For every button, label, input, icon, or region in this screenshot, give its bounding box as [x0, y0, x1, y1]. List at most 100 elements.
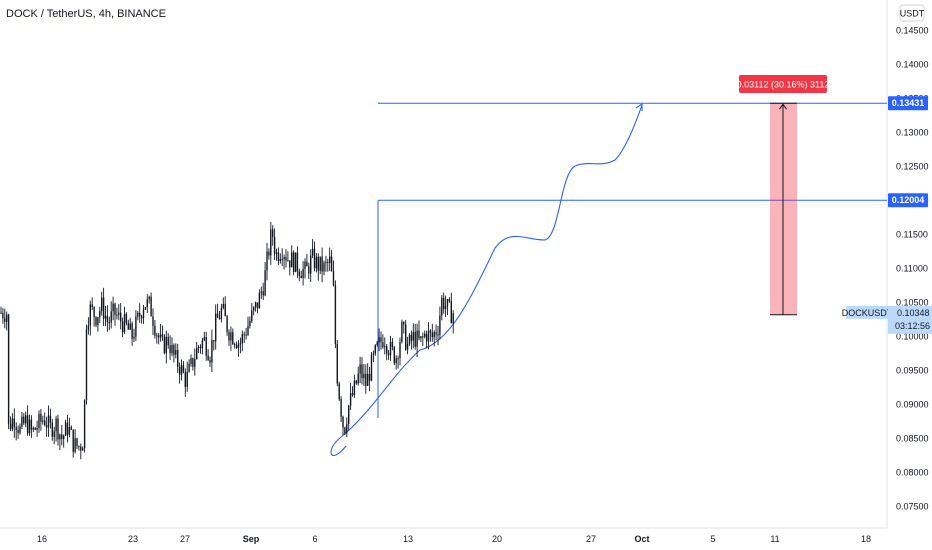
candle-body [83, 400, 86, 449]
candle-body [114, 303, 116, 316]
candle-body [25, 415, 27, 424]
time-axis[interactable]: 16 23 27 Sep 6 13 20 27 Oct 5 11 18 [37, 534, 871, 544]
candle-body [142, 309, 145, 319]
candle-body [313, 248, 316, 269]
candle-body [253, 307, 255, 311]
candle-body [262, 291, 264, 296]
y-tick-label: 0.11000 [896, 264, 928, 274]
candle-body [63, 435, 65, 439]
candle-body [258, 292, 261, 309]
candle-body [422, 336, 424, 338]
candle-body [120, 312, 122, 322]
candle-body [55, 418, 57, 432]
candle-body [6, 314, 8, 322]
candle-body [4, 318, 6, 322]
candle-body [452, 313, 454, 324]
candle-body [95, 317, 97, 326]
candle-body [178, 366, 181, 375]
candle-body [334, 285, 337, 344]
price-axis[interactable]: USDT0.145000.140000.135000.130000.125000… [896, 4, 929, 512]
candle-body [256, 302, 259, 309]
candle-body [285, 257, 287, 261]
candle-body [241, 334, 243, 344]
candle-body [216, 313, 219, 318]
candle-body [15, 427, 17, 430]
candle-body [367, 373, 369, 386]
candle-body [190, 358, 192, 364]
candle-body [281, 258, 283, 260]
candle-body [380, 337, 382, 343]
candle-body [137, 312, 139, 317]
candle-body [264, 270, 266, 296]
candle-body [237, 343, 240, 348]
candle-body [247, 326, 249, 335]
candle-body [72, 429, 74, 452]
x-tick-label: 11 [770, 534, 779, 544]
candle-body [57, 418, 59, 440]
price-tag-box [888, 96, 928, 111]
candle-body [80, 446, 82, 451]
candle-body [121, 321, 124, 333]
x-tick-label: 13 [403, 534, 413, 544]
candle-body [139, 312, 141, 317]
candle-body [365, 373, 367, 386]
candle-body [384, 346, 386, 348]
candle-body [207, 355, 209, 360]
candle-body [23, 416, 25, 424]
candle-body [395, 358, 397, 364]
candle-body [230, 332, 232, 341]
candle-body [215, 313, 217, 342]
candle-body [112, 303, 114, 312]
x-tick-label: 27 [586, 534, 596, 544]
candle-body [429, 330, 432, 333]
y-tick-label: 0.08000 [896, 468, 929, 478]
candle-body [254, 302, 257, 308]
candle-body [332, 271, 335, 286]
candle-body [243, 334, 245, 336]
x-tick-label: 23 [128, 534, 138, 544]
candle-body [144, 306, 147, 310]
candle-body [410, 334, 413, 341]
candle-body [403, 322, 405, 325]
candle-body [346, 423, 348, 434]
candle-body [171, 344, 173, 354]
candle-body [349, 393, 352, 406]
candle-body [329, 256, 331, 263]
price-tags: 0.13431 0.12004 DOCKUSDT 0.10348 03:12:56 [842, 96, 932, 334]
candle-body [416, 330, 418, 347]
candle-body [439, 315, 441, 336]
candle-body [330, 256, 333, 272]
candle-body [169, 345, 171, 354]
x-tick-label: Oct [634, 534, 649, 544]
candle-body [47, 415, 50, 428]
candle-body [294, 252, 297, 272]
candle-body [232, 332, 234, 345]
candle-body [116, 314, 118, 316]
candle-body [397, 358, 399, 360]
candle-body [82, 448, 84, 451]
x-tick-label: 27 [180, 534, 190, 544]
candle-body [315, 256, 318, 269]
candle-body [165, 336, 167, 353]
candle-body [382, 342, 384, 348]
candle-body [444, 305, 447, 310]
currency-button-label[interactable]: USDT [900, 9, 925, 19]
y-tick-label: 0.14500 [896, 26, 929, 36]
candle-body [342, 416, 344, 428]
candle-body [296, 252, 299, 272]
candle-body [351, 393, 354, 396]
candle-body [386, 346, 388, 354]
symbol-tag-label: DOCKUSDT [842, 308, 893, 318]
candle-body [272, 229, 274, 238]
candle-body [275, 252, 278, 254]
candle-body [376, 342, 378, 346]
candle-body [412, 331, 414, 341]
x-tick-label: 18 [861, 534, 871, 544]
currency-button[interactable] [899, 4, 925, 22]
chart-background [0, 0, 888, 529]
candle-body [222, 303, 224, 308]
price-tag-label: 0.12004 [892, 195, 925, 205]
candle-body [180, 365, 183, 375]
candle-body [357, 373, 359, 384]
